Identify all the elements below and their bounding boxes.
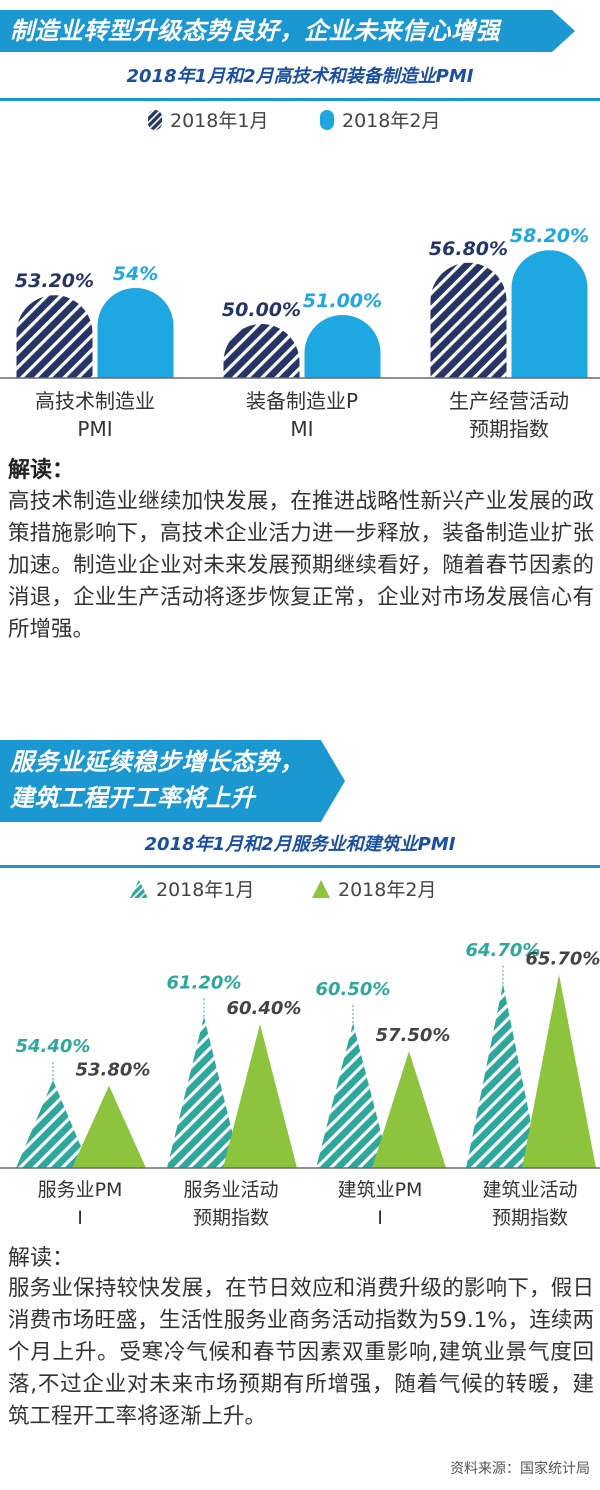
chart2: 2018年1月 2018年2月 54.40% 53.80% 61.20% 60.40% 6…	[0, 879, 600, 1229]
chart2-data-label: 54.40%	[16, 1036, 91, 1057]
chart2-bar	[72, 1085, 146, 1168]
chart1-category-label: 高技术制造业	[35, 389, 155, 413]
source-note: 资料来源：国家统计局	[450, 1461, 590, 1477]
chart1-legend-swatch	[148, 110, 162, 130]
chart1-legend-item: 2018年1月	[148, 110, 268, 132]
chart1-category-label: 生产经营活动	[449, 389, 569, 413]
section2-banner: 服务业延续稳步增长态势， 建筑工程开工率将上升	[0, 740, 345, 822]
chart1-data-label: 56.80%	[429, 238, 508, 260]
chart2-bar	[316, 1023, 390, 1168]
chart1-category-label: 预期指数	[469, 417, 549, 440]
section1-banner: 制造业转型升级态势良好，企业未来信心增强	[0, 10, 575, 52]
chart2-data-label: 53.80%	[76, 1060, 151, 1081]
chart1: 2018年1月 2018年2月 53.20% 54% 50.00% 51.00% 56.8…	[0, 110, 600, 440]
chart2-data-label: 65.70%	[526, 948, 600, 969]
section1-note-heading: 解读：	[8, 458, 75, 483]
chart1-bar	[511, 250, 588, 378]
chart1-legend-label: 2018年1月	[170, 110, 268, 132]
chart1-bar	[97, 288, 174, 378]
chart2-marks: 54.40% 53.80% 61.20% 60.40% 60.50% 57.50% 64.7…	[16, 940, 600, 1168]
chart2-category-label: 服务业活动	[183, 1179, 278, 1201]
chart2-data-label: 61.20%	[167, 973, 242, 994]
chart2-data-label: 60.40%	[227, 998, 302, 1019]
chart1-legend-item: 2018年2月	[320, 110, 440, 132]
chart2-legend-swatch	[312, 880, 330, 898]
chart2-category-label: I	[377, 1207, 383, 1229]
chart1-data-label: 51.00%	[303, 290, 382, 312]
chart2-category-label: 预期指数	[193, 1207, 269, 1229]
chart2-bar	[223, 1024, 297, 1168]
chart2-bar	[466, 983, 540, 1168]
chart1-bar	[430, 262, 507, 378]
chart2-category-label: 服务业PM	[38, 1179, 123, 1201]
chart2-data-label: 57.50%	[376, 1025, 451, 1046]
chart1-legend: 2018年1月 2018年2月	[148, 110, 440, 132]
chart1-data-label: 54%	[113, 263, 158, 285]
chart2-category-label: 建筑业活动	[482, 1179, 577, 1201]
chart2-category-label: 预期指数	[492, 1207, 568, 1229]
section2-banner-line1: 服务业延续稳步增长态势，	[10, 748, 304, 776]
chart2-bar	[372, 1051, 446, 1168]
chart2-bar	[16, 1080, 90, 1168]
chart2-legend-swatch	[130, 880, 148, 898]
chart2-data-label: 64.70%	[466, 940, 541, 961]
chart2-legend-item: 2018年1月	[130, 879, 254, 901]
chart1-bar	[16, 295, 93, 378]
chart1-legend-label: 2018年2月	[342, 110, 440, 132]
chart2-category-label: I	[77, 1207, 83, 1229]
chart1-legend-swatch	[320, 110, 334, 130]
chart1-bar	[304, 315, 381, 378]
chart1-category-label: PMI	[77, 417, 112, 440]
chart2-bar	[522, 974, 596, 1168]
section2-banner-line2: 建筑工程开工率将上升	[10, 784, 255, 812]
chart1-bar	[223, 324, 300, 378]
section2-note-heading: 解读：	[8, 1246, 75, 1271]
chart2-bar	[167, 1016, 241, 1168]
chart1-category-label: MI	[290, 417, 313, 440]
chart1-data-label: 58.20%	[510, 225, 589, 247]
chart1-title: 2018年1月和2月高技术和装备制造业PMI	[126, 66, 474, 87]
section1-banner-text: 制造业转型升级态势良好，企业未来信心增强	[10, 17, 500, 45]
chart2-legend-label: 2018年2月	[338, 879, 436, 901]
chart2-legend: 2018年1月 2018年2月	[130, 879, 436, 901]
section1-note-text: 高技术制造业继续加快发展，在推进战略性新兴产业发展的政策措施影响下，高技术企业活…	[8, 489, 594, 642]
section2-note-text: 服务业保持较快发展，在节日效应和消费升级的影响下，假日消费市场旺盛，生活性服务业…	[8, 1276, 594, 1429]
chart1-marks: 53.20% 54% 50.00% 51.00% 56.80%58.20%	[15, 225, 589, 378]
chart1-category-label: 装备制造业P	[246, 389, 358, 413]
chart1-title-rule	[0, 98, 600, 101]
chart2-legend-label: 2018年1月	[156, 879, 254, 901]
chart2-legend-item: 2018年2月	[312, 879, 436, 901]
chart1-data-label: 50.00%	[222, 299, 301, 321]
chart2-data-label: 60.50%	[316, 979, 391, 1000]
chart2-title-rule	[0, 865, 600, 868]
chart2-category-label: 建筑业PM	[338, 1179, 423, 1201]
chart1-data-label: 53.20%	[15, 270, 94, 292]
chart2-title: 2018年1月和2月服务业和建筑业PMI	[144, 834, 456, 855]
